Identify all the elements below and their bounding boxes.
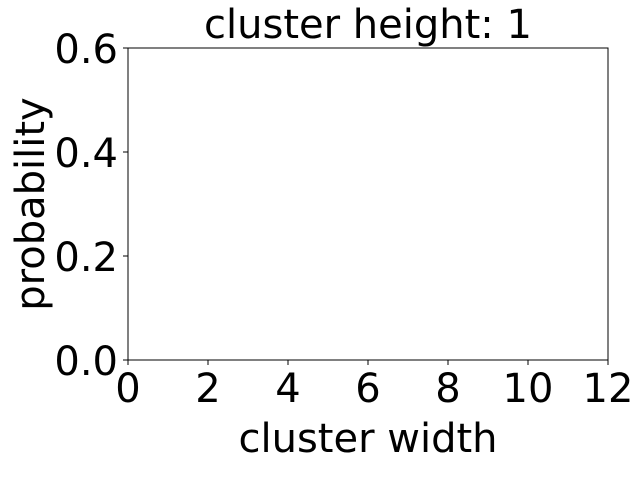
plot-frame — [127, 47, 609, 361]
y-tick-label: 0.6 — [54, 27, 118, 73]
x-tick-label: 4 — [275, 366, 300, 412]
chart-title: cluster height: 1 — [204, 2, 532, 48]
x-tick-label: 2 — [195, 366, 220, 412]
y-tick-label: 0.2 — [54, 235, 118, 281]
x-tick-label: 10 — [503, 366, 554, 412]
y-axis: 0.0 0.2 0.4 0.6 — [54, 27, 128, 385]
x-tick-label: 0 — [115, 366, 140, 412]
y-tick-label: 0.0 — [54, 339, 118, 385]
x-tick-label: 12 — [583, 366, 634, 412]
x-axis: 0 2 4 6 8 10 12 — [115, 360, 633, 412]
x-axis-label: cluster width — [238, 416, 497, 462]
x-tick-label: 8 — [435, 366, 460, 412]
x-tick-label: 6 — [355, 366, 380, 412]
y-axis-label: probability — [8, 97, 54, 310]
y-tick-label: 0.4 — [54, 131, 118, 177]
